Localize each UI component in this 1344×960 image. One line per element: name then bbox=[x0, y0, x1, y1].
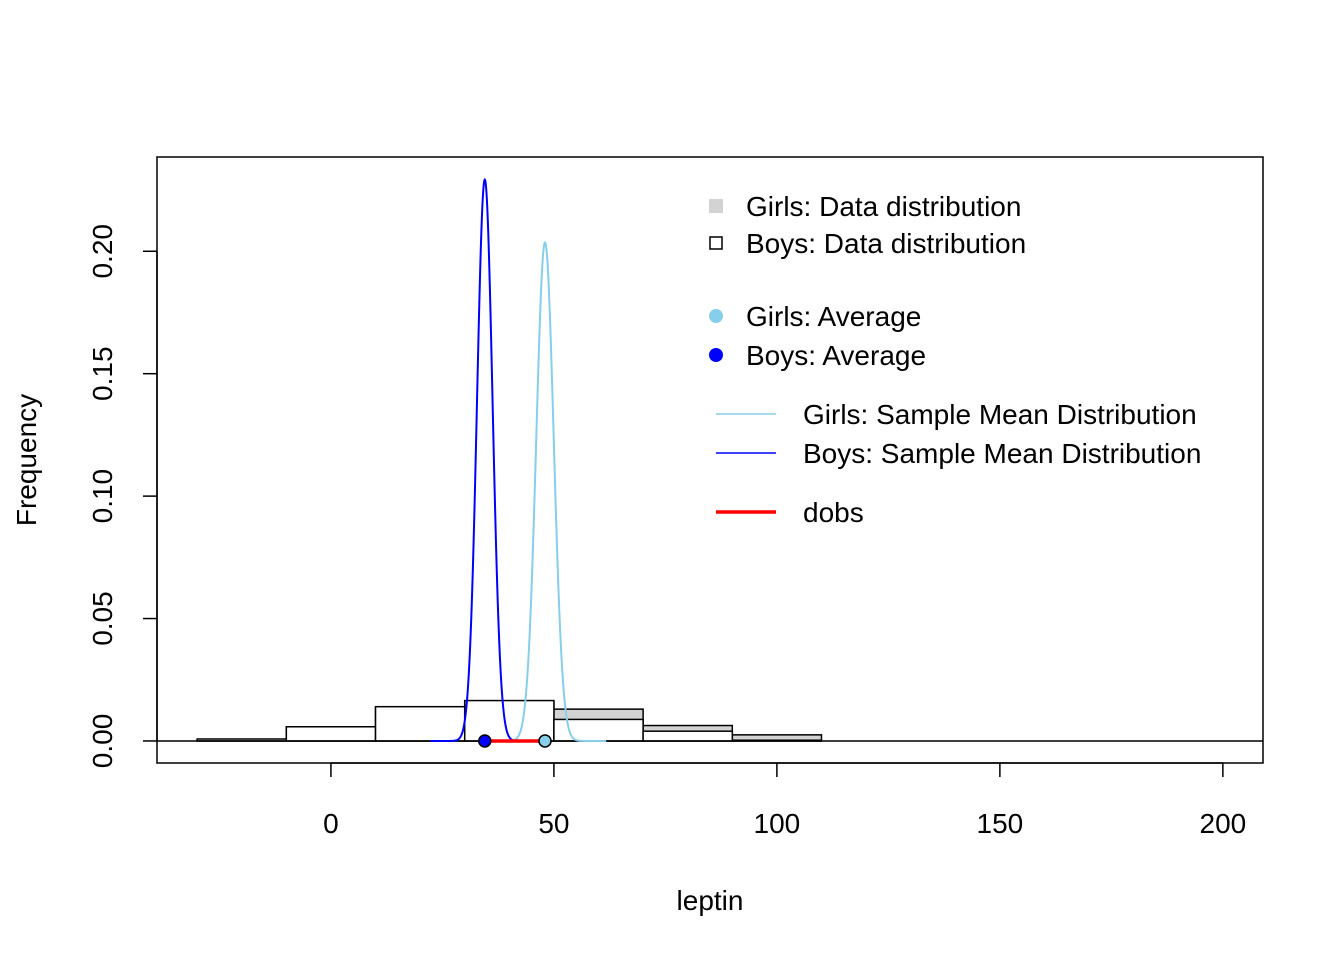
average-points-layer bbox=[478, 734, 552, 748]
legend-label: Boys: Average bbox=[746, 340, 926, 371]
legend-label: Girls: Average bbox=[746, 301, 921, 332]
x-axis-label: leptin bbox=[677, 885, 744, 916]
histogram-layer bbox=[157, 699, 1263, 742]
legend-label: Boys: Data distribution bbox=[746, 228, 1026, 259]
legend-symbol bbox=[709, 348, 723, 362]
y-tick-label: 0.20 bbox=[87, 224, 118, 279]
x-tick-label: 0 bbox=[323, 808, 339, 839]
boys-hist-bar-5 bbox=[642, 730, 734, 742]
boys-sample-mean-curve bbox=[430, 177, 540, 742]
y-axis-label: Frequency bbox=[11, 394, 42, 526]
legend-label: Girls: Data distribution bbox=[746, 191, 1021, 222]
legend-label: Girls: Sample Mean Distribution bbox=[803, 399, 1197, 430]
boys-average-point bbox=[478, 734, 492, 748]
axes: 0 50 100 150 200 0.00 0.05 0.10 0.15 0.20 bbox=[87, 224, 1246, 839]
y-tick-label: 0.00 bbox=[87, 714, 118, 769]
x-tick-label: 50 bbox=[538, 808, 569, 839]
x-tick-label: 150 bbox=[977, 808, 1024, 839]
boys-hist-bar-1 bbox=[285, 726, 377, 742]
curve-layer bbox=[430, 177, 607, 742]
x-tick-label: 100 bbox=[754, 808, 801, 839]
boys-hist-bar-2 bbox=[374, 705, 466, 742]
legend-symbol bbox=[709, 309, 723, 323]
legend-symbol bbox=[709, 236, 723, 250]
legend-symbol bbox=[709, 199, 723, 213]
girls-sample-mean-curve bbox=[483, 241, 607, 742]
y-tick-label: 0.10 bbox=[87, 469, 118, 523]
x-tick-label: 200 bbox=[1200, 808, 1247, 839]
legend-label: Boys: Sample Mean Distribution bbox=[803, 438, 1201, 469]
boys-hist-bar-3 bbox=[463, 699, 555, 742]
legend: Girls: Data distribution Boys: Data distr… bbox=[709, 191, 1201, 528]
y-tick-label: 0.05 bbox=[87, 591, 118, 646]
girls-average-point bbox=[538, 734, 552, 748]
y-tick-label: 0.15 bbox=[87, 346, 118, 401]
legend-label: dobs bbox=[803, 497, 864, 528]
